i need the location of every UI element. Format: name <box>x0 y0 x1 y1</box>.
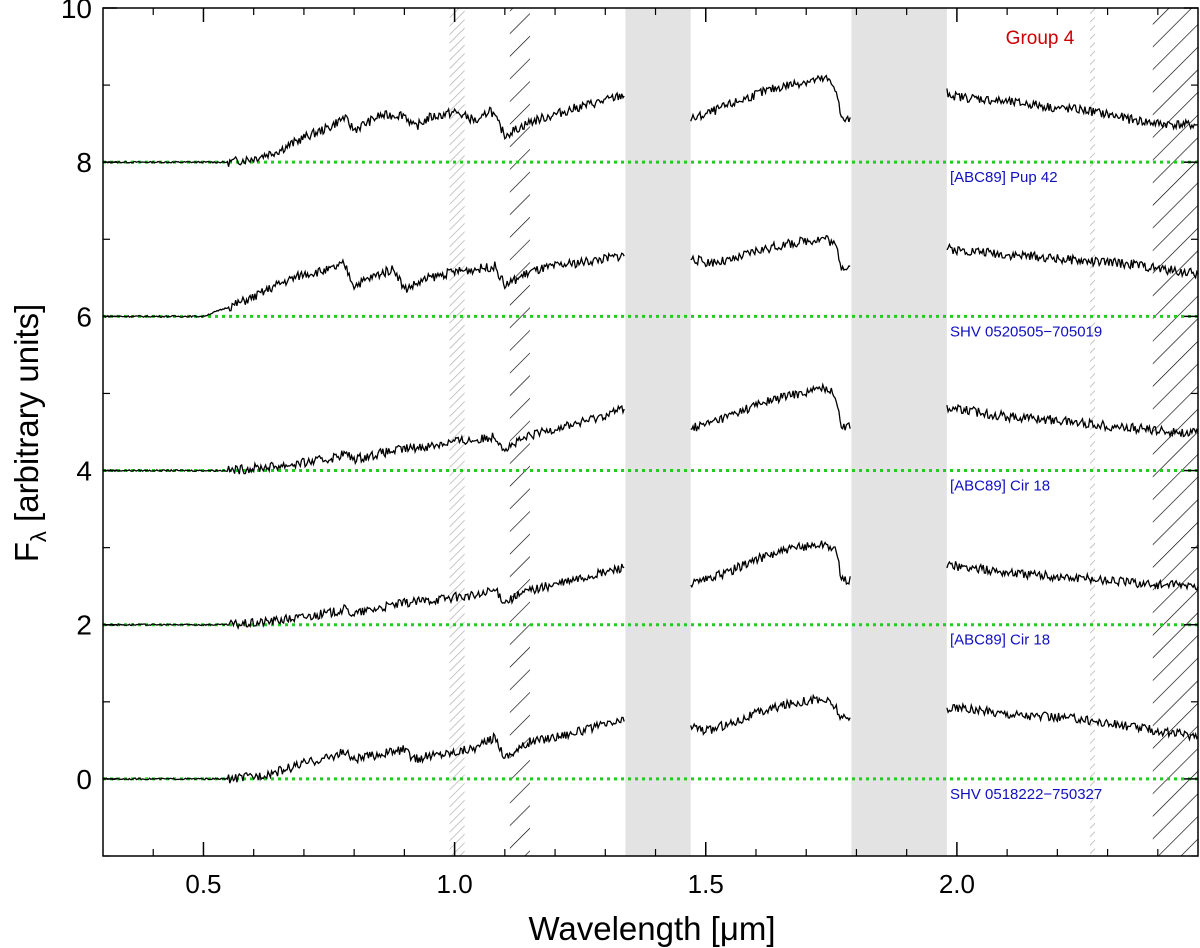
y-tick-label-4: 8 <box>76 147 92 178</box>
spectrum-2-segment-0 <box>103 404 625 475</box>
spectrum-4-segment-2 <box>946 701 1198 742</box>
gap-band-0 <box>625 8 691 856</box>
spectrum-3-segment-1 <box>690 540 851 589</box>
gap-band-1 <box>851 8 947 856</box>
x-tick-label-0: 0.5 <box>185 869 221 899</box>
y-tick-label-1: 2 <box>76 610 92 641</box>
gap-bands <box>625 8 947 856</box>
spectra-lines <box>103 74 1198 784</box>
x-axis-label: Wavelength [μm] <box>528 910 775 947</box>
spectrum-1-segment-2 <box>946 242 1198 280</box>
y-axis-label-rest: [arbitrary units] <box>8 304 45 531</box>
hatch-light-1 <box>1090 8 1096 856</box>
x-tick-label-2: 1.5 <box>688 869 724 899</box>
spectrum-0-segment-0 <box>103 91 625 167</box>
spectrum-1-segment-1 <box>690 234 851 271</box>
y-axis-label-main: F <box>8 542 45 562</box>
x-axis-label-unit: μm <box>720 910 767 947</box>
group-label: Group 4 <box>1006 28 1075 49</box>
spectrum-4-segment-1 <box>690 693 851 736</box>
spectrum-3-segment-2 <box>946 560 1198 591</box>
spectrum-0-segment-1 <box>690 74 851 123</box>
star-label-0: [ABC89] Pup 42 <box>950 169 1058 186</box>
y-axis-label-sub: λ <box>26 531 51 542</box>
zero-lines <box>103 160 1198 781</box>
x-axis-label-main: Wavelength [ <box>528 910 719 947</box>
star-label-1: SHV 0520505−705019 <box>950 323 1102 340</box>
y-tick-label-5: 10 <box>61 0 92 24</box>
spectrum-4-segment-0 <box>103 716 625 784</box>
spectrum-1-segment-0 <box>103 251 625 319</box>
star-labels: [ABC89] Pup 42 SHV 0520505−705019 [ABC89] … <box>950 169 1102 803</box>
y-axis-label: Fλ [arbitrary units] <box>8 304 51 563</box>
spectrum-0-segment-2 <box>946 88 1198 131</box>
hatch-dark-0 <box>509 8 530 856</box>
star-label-4: SHV 0518222−750327 <box>950 786 1102 803</box>
x-tick-label-3: 2.0 <box>939 869 975 899</box>
y-tick-label-3: 6 <box>76 301 92 332</box>
spectrum-2-segment-1 <box>690 382 851 432</box>
x-axis-label-close: ] <box>766 910 775 947</box>
hatched-regions <box>449 8 1198 856</box>
spectrum-3-segment-0 <box>103 563 625 631</box>
spectrum-2-segment-2 <box>946 403 1198 439</box>
y-tick-label-0: 0 <box>76 764 92 795</box>
axis-ticks: 0.5 1.0 1.5 2.0 0 2 4 6 8 10 <box>61 0 1198 899</box>
plot-frame <box>102 7 1199 857</box>
hatch-light-0 <box>449 8 465 856</box>
y-tick-label-2: 4 <box>76 456 92 487</box>
star-label-2: [ABC89] Cir 18 <box>950 478 1050 495</box>
x-tick-label-1: 1.0 <box>437 869 473 899</box>
star-label-3: [ABC89] Cir 18 <box>950 632 1050 649</box>
